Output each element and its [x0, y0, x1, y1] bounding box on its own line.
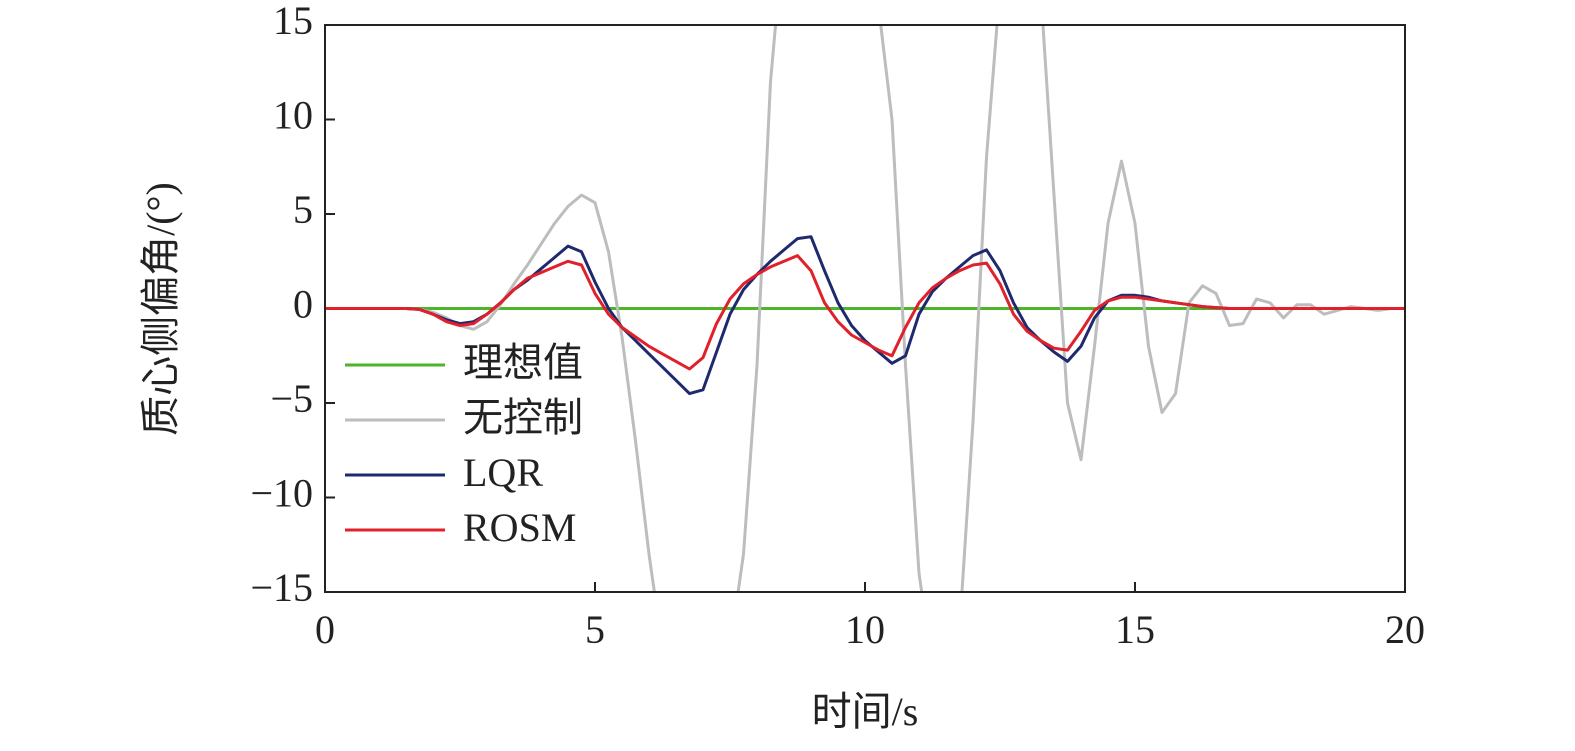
series-line	[325, 254, 1405, 371]
legend-label: 无控制	[463, 395, 583, 440]
y-tick-label: 5	[293, 187, 313, 232]
legend-label: 理想值	[463, 340, 583, 385]
y-axis-label: 质心侧偏角/(°)	[138, 182, 183, 436]
x-tick-label: 10	[845, 607, 885, 652]
x-tick-label: 0	[315, 607, 335, 652]
legend-label: ROSM	[463, 505, 576, 550]
plot-lines	[325, 25, 1405, 592]
y-tick-label: 15	[273, 0, 313, 43]
x-tick-label: 5	[585, 607, 605, 652]
y-tick-label: −5	[270, 376, 313, 421]
plot-frame	[324, 24, 1406, 593]
x-tick-label: 20	[1385, 607, 1425, 652]
y-tick-label: 0	[293, 282, 313, 327]
x-axis-label: 时间/s	[812, 689, 919, 734]
y-tick-label: −15	[250, 565, 313, 610]
x-tick-label: 15	[1115, 607, 1155, 652]
legend-label: LQR	[463, 450, 543, 495]
y-tick-label: −10	[250, 471, 313, 516]
y-tick-label: 10	[273, 93, 313, 138]
